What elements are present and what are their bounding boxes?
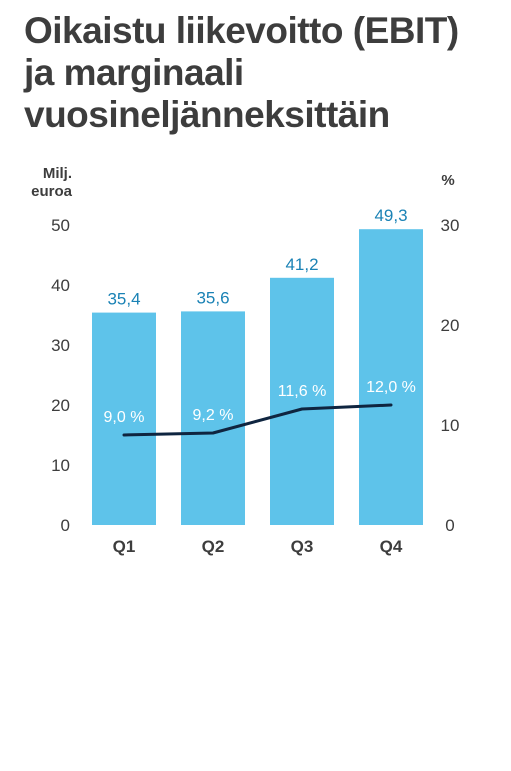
margin-line: [122, 403, 393, 437]
bar-value-label: 41,2: [285, 255, 318, 274]
category-label-q1: Q1: [113, 537, 136, 556]
category-label-q4: Q4: [380, 537, 403, 556]
category-labels: Q1 Q2 Q3 Q4: [113, 537, 403, 556]
bar-q2: [181, 311, 245, 525]
left-axis-label-line-1: Milj.: [43, 165, 72, 182]
category-label-q3: Q3: [291, 537, 314, 556]
left-tick-label: 10: [51, 456, 70, 475]
right-tick-label: 20: [441, 316, 460, 335]
left-axis-ticks: 0 10 20 30 40 50: [51, 216, 70, 535]
title-line-1: Oikaistu liikevoitto (EBIT): [24, 10, 459, 51]
category-label-q2: Q2: [202, 537, 225, 556]
left-tick-label: 20: [51, 396, 70, 415]
margin-value-label: 12,0 %: [366, 379, 416, 396]
left-axis-label-line-2: euroa: [31, 183, 73, 200]
bar-value-label: 35,4: [107, 290, 140, 309]
left-tick-label: 30: [51, 336, 70, 355]
title-line-3: vuosineljänneksittäin: [24, 94, 390, 135]
right-tick-label: 0: [445, 516, 454, 535]
right-axis-ticks: 0 10 20 30: [441, 216, 460, 535]
margin-value-label: 9,0 %: [104, 409, 145, 426]
bar-series: [92, 229, 423, 525]
left-tick-label: 50: [51, 216, 70, 235]
left-tick-label: 40: [51, 276, 70, 295]
chart-title: Oikaistu liikevoitto (EBIT) ja marginaal…: [24, 10, 494, 136]
title-line-2: ja marginaali: [24, 52, 244, 93]
right-axis-label: %: [441, 172, 454, 189]
bar-value-label: 35,6: [196, 288, 229, 307]
bar-q1: [92, 312, 156, 525]
bar-value-label: 49,3: [374, 206, 407, 225]
margin-value-label: 11,6 %: [278, 383, 327, 400]
bar-q4: [359, 229, 423, 525]
margin-value-label: 9,2 %: [193, 407, 234, 424]
margin-labels: 9,0 % 9,2 % 11,6 % 12,0 %: [104, 379, 416, 426]
bar-labels: 35,4 35,6 41,2 49,3: [107, 206, 407, 308]
right-tick-label: 10: [441, 416, 460, 435]
bar-q3: [270, 277, 334, 525]
left-tick-label: 0: [61, 516, 70, 535]
right-tick-label: 30: [441, 216, 460, 235]
